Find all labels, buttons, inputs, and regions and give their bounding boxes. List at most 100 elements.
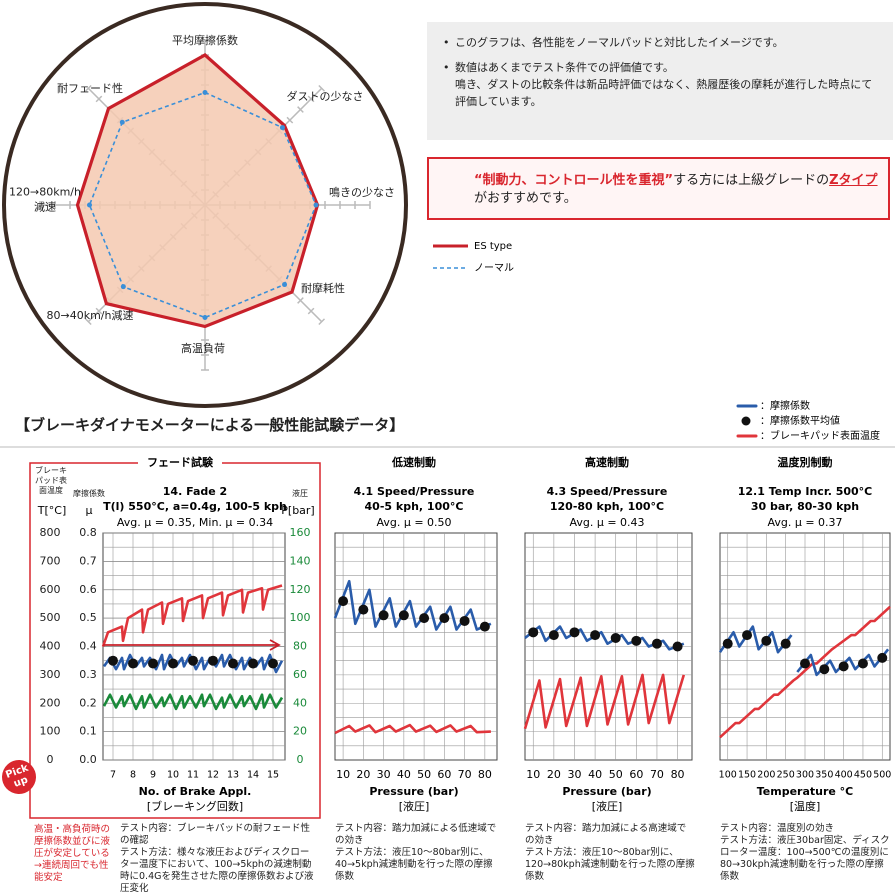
- x-tick-label: 9: [150, 770, 156, 781]
- rec-link[interactable]: Zタイプ: [829, 173, 878, 188]
- legend-dot: [741, 416, 751, 426]
- chart-subtitle: 4.1 Speed/Pressure: [354, 485, 475, 498]
- radar-axis-tick: [297, 297, 304, 304]
- y-tick-label: 600: [40, 583, 61, 596]
- y-tick-label: 160: [290, 526, 311, 539]
- avg-marker: [610, 632, 621, 643]
- radar-point: [279, 125, 285, 131]
- y-tick-label: 0.3: [79, 668, 97, 681]
- y-tick-label: 800: [40, 526, 61, 539]
- notes-box: このグラフは、各性能をノーマルパッドと対比したイメージです。数値はあくまでテスト…: [427, 22, 893, 140]
- x-tick-label: 11: [187, 770, 199, 781]
- x-tick-label: 13: [227, 770, 239, 781]
- radar-axis-tick: [286, 116, 294, 124]
- axis-label: μ: [86, 504, 93, 517]
- avg-marker: [168, 658, 178, 669]
- chart-subtitle: 120-80 kph, 100°C: [550, 500, 664, 513]
- avg-marker: [651, 638, 662, 649]
- y-tick-label: 0.5: [79, 611, 97, 624]
- y-tick-label: 60: [293, 668, 307, 681]
- description-line: テスト内容：踏力加減による高速域での効き: [525, 823, 687, 846]
- x-tick-label: 400: [835, 770, 853, 781]
- x-tick-label: 350: [815, 770, 833, 781]
- chart-subtitle: 30 bar, 80-30 kph: [751, 500, 859, 513]
- y-tick-label: 0.8: [79, 526, 97, 539]
- chart-annotation: Avg. μ = 0.50: [376, 516, 451, 529]
- x-tick-label: 12: [207, 770, 219, 781]
- radar-category-label: ダストの少なさ: [286, 90, 364, 103]
- x-tick-label: 60: [629, 768, 643, 781]
- badge-text: Pick up: [4, 762, 30, 790]
- x-tick-label: 500: [873, 770, 891, 781]
- x-tick-label: 70: [458, 768, 472, 781]
- avg-marker: [419, 613, 430, 624]
- y-tick-label: 200: [40, 696, 61, 709]
- y-tick-label: 0.7: [79, 554, 97, 567]
- recommendation-box: “制動力、コントロール性を重視”する方には上級グレードのZタイプがおすすめです。: [427, 157, 890, 220]
- x-axis-label: No. of Brake Appl.: [139, 785, 252, 798]
- chart-annotation: Avg. μ = 0.37: [767, 516, 842, 529]
- x-tick-label: 250: [777, 770, 795, 781]
- y-tick-label: 0: [297, 753, 304, 766]
- x-tick-label: 8: [130, 770, 136, 781]
- avg-marker: [569, 627, 580, 638]
- radar-category-label: 80→40km/h減速: [46, 309, 134, 322]
- description: テスト内容：踏力加減による低速域での効き テスト方法：液圧10～80bar別に、4…: [335, 823, 500, 883]
- y-tick-label: 20: [293, 725, 307, 738]
- chart-subtitle: 14. Fade 2: [163, 485, 227, 498]
- y-tick-label: 500: [40, 611, 61, 624]
- avg-marker: [528, 627, 539, 638]
- note-item: このグラフは、各性能をノーマルパッドと対比したイメージです。: [443, 34, 877, 51]
- y-tick-label: 80: [293, 640, 307, 653]
- chart-subtitle: 4.3 Speed/Pressure: [547, 485, 668, 498]
- note-line: 数値はあくまでテスト条件での評価値です。: [455, 61, 674, 74]
- section-title: 【ブレーキダイナモメーターによる一般性能試験データ】: [15, 416, 405, 434]
- description-line: テスト方法：液圧10～80bar別に、120→80kph減速制動を行った際の摩擦…: [525, 847, 695, 882]
- radar-category-label: 平均摩擦係数: [172, 34, 238, 47]
- legend-label: ノーマル: [474, 263, 514, 274]
- series-line: [719, 605, 891, 739]
- radar-point: [313, 202, 319, 208]
- x-tick-label: 20: [547, 768, 561, 781]
- description-line: テスト内容：踏力加減による低速域での効き: [335, 823, 497, 846]
- y-tick-label: 0.6: [79, 583, 97, 596]
- x-tick-label: 20: [356, 768, 370, 781]
- radar-point: [120, 284, 126, 290]
- x-tick-label: 15: [267, 770, 279, 781]
- x-tick-label: 200: [757, 770, 775, 781]
- radar-point: [282, 282, 288, 288]
- x-tick-label: 150: [738, 770, 756, 781]
- avg-marker: [459, 615, 470, 626]
- radar-series: [88, 91, 317, 319]
- legend-label: ES type: [474, 241, 512, 252]
- highlight-note: 高温・高負荷時の摩擦係数並びに液圧が安定している→連続周回でも性能安定: [34, 824, 111, 883]
- x-axis-label: Temperature °C: [757, 785, 854, 798]
- description: テスト内容：温度別の効き テスト方法：液圧30bar固定、ディスクローター温度：1…: [720, 823, 892, 883]
- series-line: [334, 723, 491, 735]
- avg-marker: [722, 638, 733, 649]
- rec-highlight: “制動力、コントロール性を重視”: [474, 173, 674, 188]
- x-tick-label: 10: [526, 768, 540, 781]
- avg-marker: [590, 630, 601, 641]
- y-tick-label: 0.1: [79, 725, 97, 738]
- avg-marker: [398, 610, 409, 621]
- x-axis-label-ja: [液圧]: [399, 799, 430, 813]
- chart-title: 高速制動: [585, 455, 629, 469]
- x-tick-label: 60: [437, 768, 451, 781]
- description: テスト内容：ブレーキパッドの耐フェード性の確認 テスト方法：様々な液圧およびディス…: [120, 823, 315, 895]
- avg-marker: [108, 655, 118, 666]
- avg-marker: [780, 638, 791, 649]
- radar-axis-tick: [318, 84, 326, 92]
- axis-label-ja: 液圧: [292, 489, 308, 498]
- description-line: テスト方法：様々な液圧およびディスクローター温度下において、100→5kphの減…: [120, 847, 314, 894]
- x-tick-label: 30: [567, 768, 581, 781]
- avg-marker: [378, 610, 389, 621]
- y-tick-label: 100: [40, 725, 61, 738]
- avg-marker: [800, 658, 810, 669]
- avg-marker: [631, 635, 642, 646]
- y-tick-label: 140: [290, 554, 311, 567]
- avg-marker: [838, 661, 849, 672]
- y-tick-label: 400: [40, 640, 61, 653]
- radar-point: [119, 119, 125, 125]
